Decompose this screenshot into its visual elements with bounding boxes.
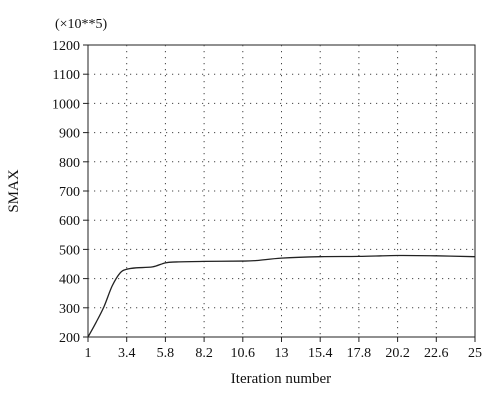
x-tick-label: 20.2: [385, 346, 410, 361]
x-tick-label: 10.6: [231, 346, 256, 361]
y-tick-label: 900: [59, 127, 80, 142]
y-tick-label: 1000: [52, 97, 80, 112]
y-tick-label: 700: [59, 185, 80, 200]
y-tick-label: 400: [59, 273, 80, 288]
y-tick-label: 1200: [52, 39, 80, 54]
series-line: [87, 254, 476, 338]
y-tick-label: 500: [59, 243, 80, 258]
y-tick-label: 600: [59, 214, 80, 229]
y-tick-label: 300: [59, 302, 80, 317]
grid-lines: [88, 45, 475, 337]
plot-area-frame: [87, 44, 476, 338]
x-tick-label: 5.8: [157, 346, 175, 361]
x-axis-label: Iteration number: [231, 371, 331, 387]
x-tick-label: 25: [468, 346, 482, 361]
x-tick-label: 22.6: [424, 346, 449, 361]
x-tick-label: 17.8: [347, 346, 372, 361]
y-axis-label: SMAX: [6, 169, 22, 213]
y-axis-multiplier: (×10**5): [55, 17, 108, 32]
x-tick-label: 3.4: [118, 346, 136, 361]
x-tick-label: 8.2: [195, 346, 213, 361]
y-tick-label: 800: [59, 156, 80, 171]
x-tick-label: 1: [85, 346, 92, 361]
axis-ticks: 1 3.4 5.8 8.2 10.6 13 15.4 17.8 20.2 22.6 25 200 300…: [52, 39, 482, 361]
y-tick-label: 1100: [53, 68, 80, 83]
x-tick-label: 15.4: [308, 346, 333, 361]
y-tick-label: 200: [59, 331, 80, 346]
x-tick-label: 13: [275, 346, 289, 361]
